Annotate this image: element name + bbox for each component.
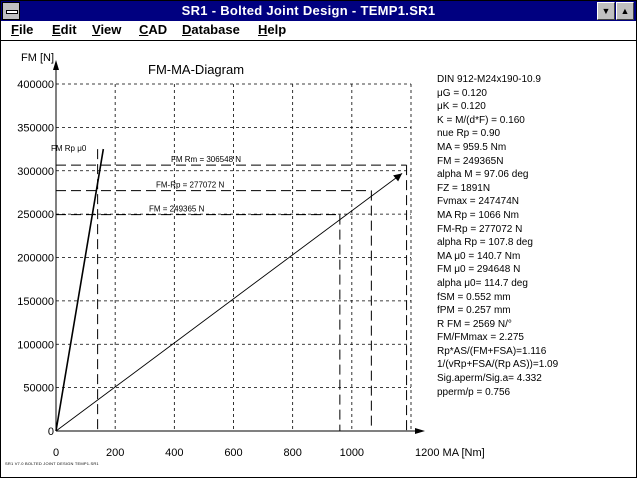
result-line: 1/(vRp+FSA/(Rp AS))=1.09: [437, 359, 559, 371]
result-line: FM-Rp = 277072 N: [437, 223, 523, 235]
series-arrow: [393, 173, 403, 182]
result-line: FM/FMmax = 2.275: [437, 332, 524, 344]
chart-title: FM-MA-Diagram: [148, 62, 244, 77]
y-tick-label: 350000: [17, 122, 54, 134]
series-label: FM Rp μ0: [51, 144, 87, 153]
result-line: alpha M = 97.06 deg: [437, 169, 529, 181]
result-line: R FM = 2569 N/°: [437, 318, 512, 330]
x-axis-arrow: [415, 428, 425, 434]
menu-database[interactable]: Database: [182, 22, 240, 37]
x-tick-label: 600: [224, 447, 242, 459]
system-menu-button[interactable]: [2, 2, 20, 20]
y-tick-label: 150000: [17, 296, 54, 308]
y-tick-label: 0: [48, 426, 54, 438]
reference-line-label: FM = 249365 N: [149, 205, 205, 214]
window-title: SR1 - Bolted Joint Design - TEMP1.SR1: [181, 3, 436, 18]
x-axis-label: 1200 MA [Nm]: [415, 447, 485, 459]
result-line: μK = 0.120: [437, 101, 486, 113]
x-tick-label: 800: [283, 447, 301, 459]
result-line: alpha Rp = 107.8 deg: [437, 237, 533, 249]
y-tick-label: 250000: [17, 209, 54, 221]
menu-file[interactable]: File: [11, 22, 34, 37]
menu-cad[interactable]: CAD: [139, 22, 168, 37]
y-tick-label: 400000: [17, 79, 54, 91]
series-line: [55, 172, 403, 432]
fm-ma-chart: 0 200 400 600 800 1000 0 50000 100000 150000 20000…: [17, 52, 485, 459]
result-line: μG = 0.120: [437, 87, 487, 99]
x-tick-label: 400: [165, 447, 183, 459]
result-line: DIN 912-M24x190-10.9: [437, 74, 541, 85]
x-tick-label: 1000: [340, 447, 364, 459]
y-tick-label: 50000: [23, 383, 54, 395]
menu-help[interactable]: Help: [258, 22, 287, 37]
y-tick-label: 100000: [17, 339, 54, 351]
series-line: [55, 148, 105, 432]
x-tick-label: 200: [106, 447, 124, 459]
menu-edit[interactable]: Edit: [52, 22, 77, 37]
maximize-button[interactable]: ▲: [616, 2, 634, 20]
plot-area: 0 200 400 600 800 1000 0 50000 100000 150000 20000…: [1, 41, 636, 477]
y-tick-label: 200000: [17, 253, 54, 265]
y-tick-label: 300000: [17, 166, 54, 178]
y-axis-label: FM [N]: [21, 52, 54, 64]
result-line: pperm/p = 0.756: [437, 386, 511, 398]
result-line: MA = 959.5 Nm: [437, 141, 507, 153]
result-line: FZ = 1891N: [437, 182, 491, 194]
reference-line-label: FM-Rp = 277072 N: [156, 181, 224, 190]
result-line: Sig.aperm/Sig.a= 4.332: [437, 373, 542, 385]
minimize-button[interactable]: ▼: [597, 2, 615, 20]
result-line: Fvmax = 247474N: [437, 196, 519, 208]
result-line: fPM = 0.257 mm: [437, 305, 511, 317]
menu-view[interactable]: View: [92, 22, 122, 37]
result-line: MA Rp = 1066 Nm: [437, 209, 519, 221]
result-line: Rp*AS/(FM+FSA)=1.116: [437, 345, 547, 357]
y-axis-arrow: [53, 60, 59, 70]
title-bar[interactable]: SR1 - Bolted Joint Design - TEMP1.SR1 ▼ …: [1, 1, 636, 21]
x-tick-label: 0: [53, 447, 59, 459]
result-line: MA μ0 = 140.7 Nm: [437, 250, 521, 262]
footer-text: SR1 V7.0 BOLTED JOINT DESIGN TEMP1.SR1: [5, 461, 99, 466]
result-line: alpha μ0= 114.7 deg: [437, 277, 528, 289]
result-line: FM μ0 = 294648 N: [437, 264, 521, 276]
reference-line-label: FM Rm = 306548 N: [171, 155, 241, 164]
result-line: nue Rp = 0.90: [437, 128, 501, 140]
result-line: FM = 249365N: [437, 155, 504, 167]
results-panel: DIN 912-M24x190-10.9 μG = 0.120 μK = 0.120…: [437, 73, 558, 399]
result-line: K = M/(d*F) = 0.160: [437, 114, 525, 126]
result-line: fSM = 0.552 mm: [437, 291, 511, 303]
menu-bar: File Edit View CAD Database Help: [1, 21, 636, 41]
